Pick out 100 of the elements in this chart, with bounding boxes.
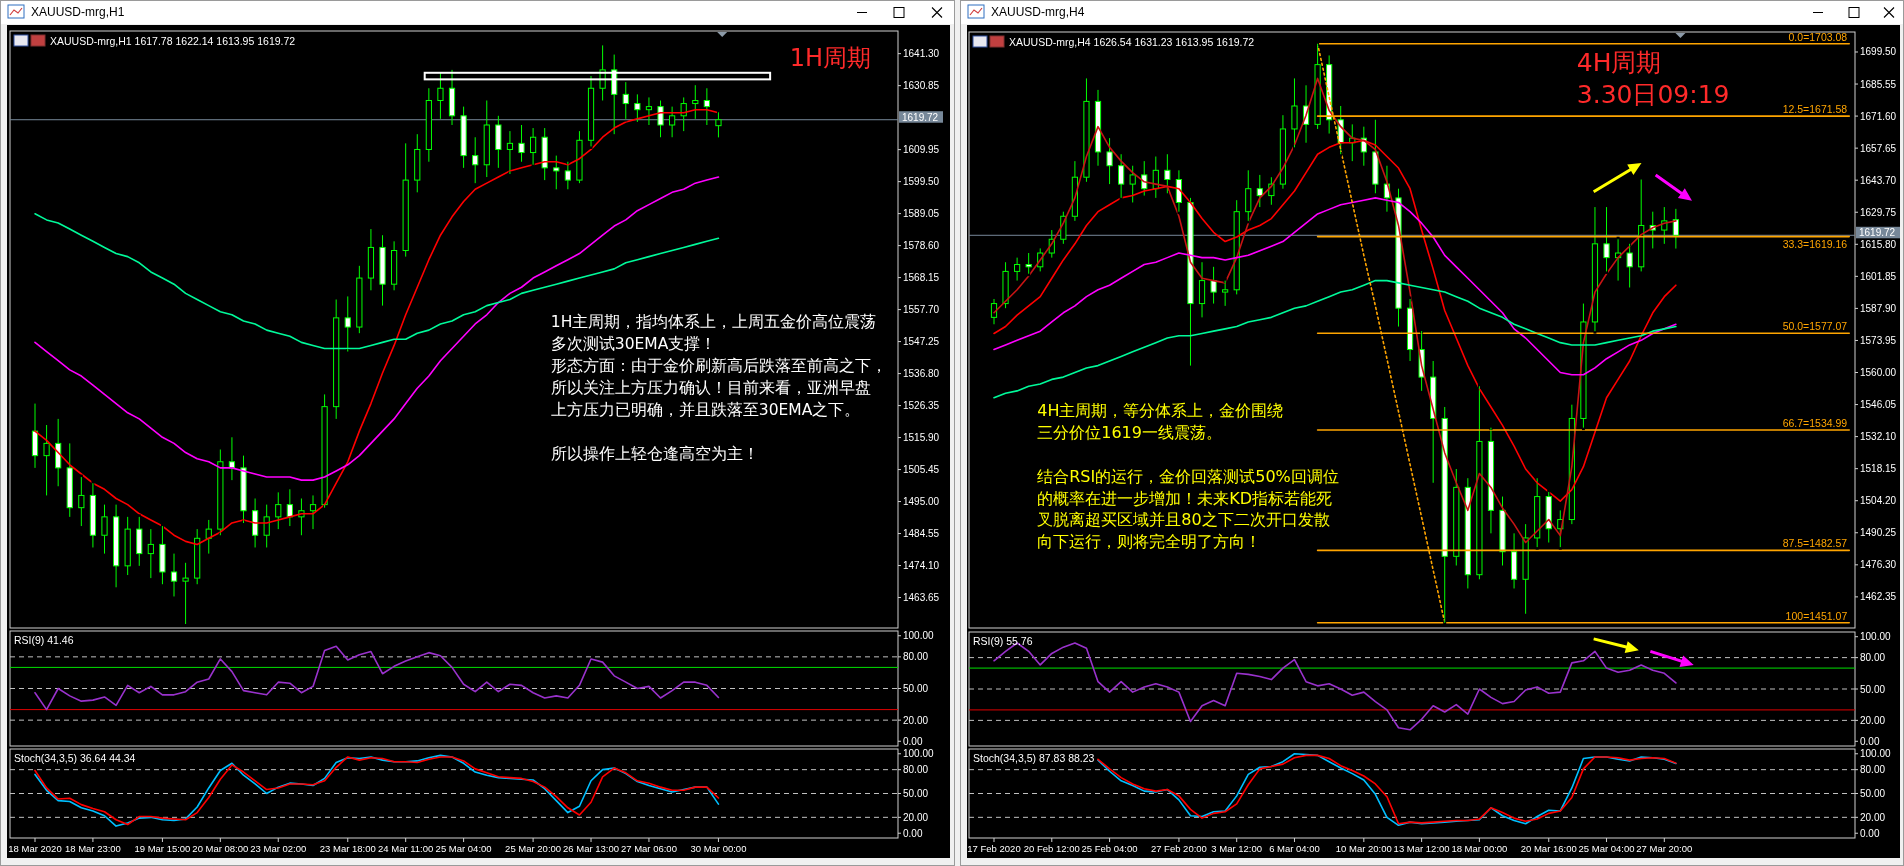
y-tick-label: 0.00 bbox=[903, 735, 923, 747]
x-tick-label: 27 Mar 06:00 bbox=[620, 843, 677, 854]
x-tick-label: 25 Mar 04:00 bbox=[435, 843, 492, 854]
y-tick-label: 1474.10 bbox=[903, 560, 940, 572]
y-tick-label: 1495.00 bbox=[903, 496, 940, 508]
chart-title: Stoch(34,3,5) 36.64 44.34 bbox=[14, 752, 136, 764]
x-tick-label: 17 Feb 2020 bbox=[967, 843, 1021, 854]
y-tick-label: 1546.05 bbox=[1860, 399, 1897, 411]
y-tick-label: 20.00 bbox=[903, 811, 929, 823]
x-tick-label: 18 Mar 00:00 bbox=[1451, 843, 1508, 854]
y-tick-label: 1476.30 bbox=[1860, 559, 1897, 571]
y-tick-label: 1609.95 bbox=[903, 144, 940, 156]
y-tick-label: 0.00 bbox=[1860, 827, 1880, 839]
y-tick-label: 1505.45 bbox=[903, 464, 940, 476]
annotation: 结合RSI的运行，金价回落测试50%回调位的概率在进一步增加！未来KD指标若能死叉脱离超买区域并且80之下二次开口发散向下运行，则将完全明了方向！ bbox=[1037, 466, 1339, 552]
y-tick-label: 1536.80 bbox=[903, 368, 940, 380]
y-tick-label: 1557.70 bbox=[903, 304, 940, 316]
y-tick-label: 1547.25 bbox=[903, 336, 940, 348]
y-tick-label: 1685.55 bbox=[1860, 78, 1897, 90]
y-tick-label: 20.00 bbox=[1860, 811, 1886, 823]
y-tick-label: 100.00 bbox=[903, 630, 935, 642]
x-tick-label: 3 Mar 12:00 bbox=[1211, 843, 1263, 854]
ref-line-label: 1619.72 bbox=[1859, 227, 1896, 239]
y-tick-label: 100.00 bbox=[1860, 748, 1892, 760]
y-tick-label: 50.00 bbox=[1860, 683, 1886, 695]
series-label: 66.7=1534.99 bbox=[1782, 416, 1848, 429]
y-tick-label: 80.00 bbox=[903, 651, 929, 663]
y-tick-label: 1671.60 bbox=[1860, 110, 1897, 122]
x-tick-label: 18 Mar 2020 bbox=[8, 843, 62, 854]
y-tick-label: 100.00 bbox=[1860, 631, 1892, 643]
y-tick-label: 0.00 bbox=[903, 827, 923, 839]
series-label: 50.0=1577.07 bbox=[1782, 320, 1848, 333]
y-tick-label: 1532.10 bbox=[1860, 431, 1897, 443]
chart-title: RSI(9) 41.46 bbox=[14, 634, 74, 646]
y-tick-label: 1589.05 bbox=[903, 208, 940, 220]
y-tick-label: 1599.50 bbox=[903, 176, 940, 188]
y-tick-label: 100.00 bbox=[903, 748, 935, 760]
series-label: 12.5=1671.58 bbox=[1782, 103, 1848, 116]
x-tick-label: 13 Mar 12:00 bbox=[1393, 843, 1450, 854]
y-tick-label: 80.00 bbox=[1860, 764, 1886, 776]
annotation: 4H周期 bbox=[1576, 47, 1662, 77]
y-tick-label: 1526.35 bbox=[903, 400, 940, 412]
y-tick-label: 20.00 bbox=[903, 714, 929, 726]
y-tick-label: 80.00 bbox=[1860, 652, 1886, 664]
y-tick-label: 1560.00 bbox=[1860, 367, 1897, 379]
y-tick-label: 0.00 bbox=[1860, 735, 1880, 747]
series-label: 33.3=1619.16 bbox=[1782, 237, 1848, 250]
x-tick-label: 10 Mar 20:00 bbox=[1335, 843, 1392, 854]
chart-subtitle: XAUUSD-mrg,H1 1617.78 1622.14 1613.95 1619.72 bbox=[50, 35, 296, 47]
chart-subtitle: XAUUSD-mrg,H4 1626.54 1631.23 1613.95 1619.72 bbox=[1009, 36, 1255, 48]
annotation: 1H主周期，指均体系上，上周五金价高位震荡多次测试30EMA支撑！ bbox=[550, 313, 877, 354]
x-tick-label: 18 Mar 23:00 bbox=[64, 843, 121, 854]
y-tick-label: 1643.70 bbox=[1860, 174, 1897, 186]
x-tick-label: 30 Mar 00:00 bbox=[690, 843, 747, 854]
x-tick-label: 6 Mar 04:00 bbox=[1269, 843, 1320, 854]
chart-title: RSI(9) 55.76 bbox=[973, 635, 1033, 647]
y-tick-label: 1484.55 bbox=[903, 528, 940, 540]
y-tick-label: 1641.30 bbox=[903, 48, 940, 60]
y-tick-label: 1568.15 bbox=[903, 272, 940, 284]
y-tick-label: 20.00 bbox=[1860, 714, 1886, 726]
chart-title: Stoch(34,3,5) 87.83 88.23 bbox=[973, 752, 1095, 764]
annotation: 形态方面：由于金价刷新高后跌落至前高之下，所以关注上方压力确认！目前来看，亚洲早盘上方压力已明确，并且跌落至30EMA之下。 bbox=[550, 356, 887, 419]
x-tick-label: 26 Mar 13:00 bbox=[563, 843, 620, 854]
y-tick-label: 50.00 bbox=[903, 683, 929, 694]
annotation: 3.30日09:19 bbox=[1576, 79, 1730, 109]
x-tick-label: 23 Mar 02:00 bbox=[250, 843, 307, 854]
y-tick-label: 80.00 bbox=[903, 764, 929, 776]
series-label: 0.0=1703.08 bbox=[1788, 30, 1848, 43]
x-tick-label: 25 Feb 04:00 bbox=[1081, 843, 1138, 854]
x-tick-label: 24 Mar 11:00 bbox=[378, 843, 434, 854]
x-tick-label: 20 Mar 16:00 bbox=[1520, 843, 1577, 854]
y-tick-label: 1601.85 bbox=[1860, 270, 1897, 282]
y-tick-label: 1573.95 bbox=[1860, 334, 1897, 346]
y-tick-label: 1587.90 bbox=[1860, 302, 1897, 314]
y-tick-label: 1463.65 bbox=[903, 592, 940, 604]
y-tick-label: 1504.20 bbox=[1860, 495, 1897, 507]
x-tick-label: 27 Mar 20:00 bbox=[1636, 843, 1693, 854]
y-tick-label: 50.00 bbox=[1860, 788, 1886, 799]
x-tick-label: 20 Mar 08:00 bbox=[192, 843, 249, 854]
y-tick-label: 50.00 bbox=[903, 788, 929, 799]
y-tick-label: 1629.75 bbox=[1860, 206, 1897, 218]
x-tick-label: 27 Feb 20:00 bbox=[1150, 843, 1207, 854]
series-label: 100=1451.07 bbox=[1785, 609, 1848, 622]
y-tick-label: 1462.35 bbox=[1860, 591, 1897, 603]
series-label: 87.5=1482.57 bbox=[1782, 537, 1848, 550]
x-tick-label: 20 Feb 12:00 bbox=[1023, 843, 1080, 854]
y-tick-label: 1490.25 bbox=[1860, 527, 1897, 539]
ref-line-label: 1619.72 bbox=[902, 111, 939, 123]
y-tick-label: 1630.85 bbox=[903, 80, 940, 92]
y-tick-label: 1518.15 bbox=[1860, 463, 1897, 475]
y-tick-label: 1515.90 bbox=[903, 432, 940, 444]
y-tick-label: 1578.60 bbox=[903, 240, 940, 252]
y-tick-label: 1699.50 bbox=[1860, 46, 1897, 58]
y-tick-label: 1657.65 bbox=[1860, 142, 1897, 154]
annotation: 4H主周期，等分体系上，金价围绕三分价位1619一线震荡。 bbox=[1037, 400, 1284, 442]
x-tick-label: 23 Mar 18:00 bbox=[319, 843, 376, 854]
chart-title: XAUUSD-mrg,H1 bbox=[31, 5, 125, 19]
y-tick-label: 1615.80 bbox=[1860, 238, 1897, 250]
chart-title: XAUUSD-mrg,H4 bbox=[991, 5, 1085, 19]
annotation: 1H周期 bbox=[789, 43, 871, 72]
